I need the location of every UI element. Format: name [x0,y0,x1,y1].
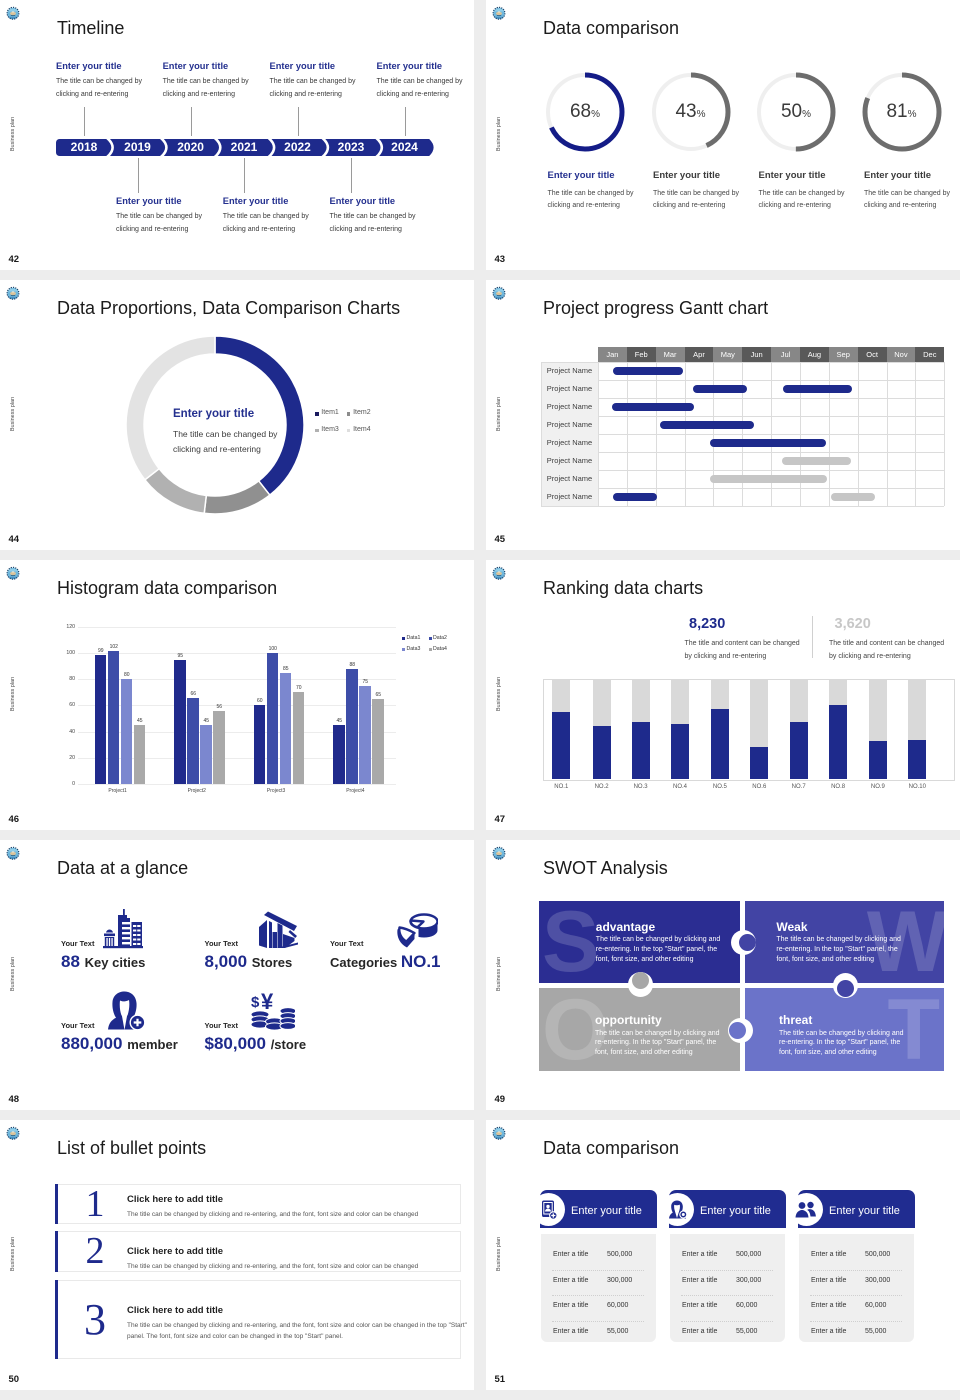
svg-text:$: $ [251,994,260,1011]
svg-text:¥: ¥ [261,990,274,1014]
